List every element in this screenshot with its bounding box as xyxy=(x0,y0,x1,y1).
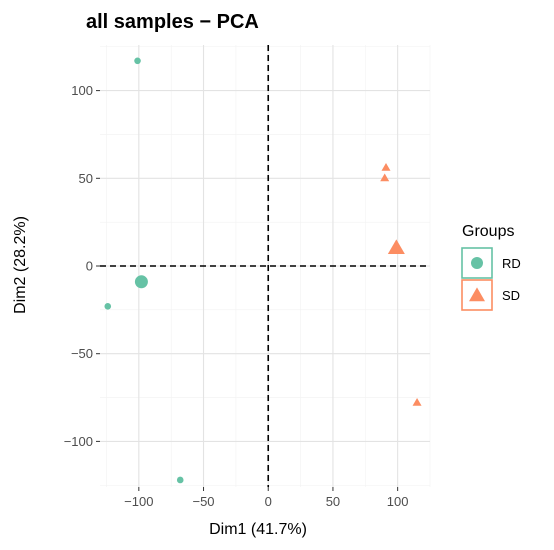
data-point-rd xyxy=(176,476,184,484)
x-axis-title: Dim1 (41.7%) xyxy=(209,521,307,538)
y-tick-label: 50 xyxy=(79,171,93,186)
data-point-sd xyxy=(380,173,390,182)
x-tick-label: −100 xyxy=(124,494,153,509)
plot-area xyxy=(100,45,431,487)
legend-label-rd: RD xyxy=(502,256,521,271)
legend-label-sd: SD xyxy=(502,288,520,303)
centroid-rd xyxy=(134,275,148,289)
x-tick-label: 50 xyxy=(326,494,340,509)
y-tick-label: −50 xyxy=(71,346,93,361)
chart-title: all samples − PCA xyxy=(86,11,259,33)
x-tick-label: 100 xyxy=(387,494,409,509)
legend-symbol-rd xyxy=(471,257,483,269)
y-tick-label: −100 xyxy=(64,434,93,449)
data-point-sd xyxy=(381,162,391,171)
axes: −100 −50 0 50 100 −100 −50 0 50 100 xyxy=(64,83,409,509)
y-tick-label: 100 xyxy=(71,83,93,98)
y-axis-title: Dim2 (28.2%) xyxy=(12,216,29,314)
data-point-rd xyxy=(104,303,112,310)
data-point-rd xyxy=(134,57,141,65)
x-tick-label: −50 xyxy=(192,494,214,509)
data-point-sd xyxy=(412,397,422,406)
legend: Groups RD SD xyxy=(461,223,521,311)
x-tick-label: 0 xyxy=(265,494,272,509)
y-tick-label: 0 xyxy=(86,259,93,274)
legend-symbol-sd xyxy=(469,287,485,302)
legend-title: Groups xyxy=(462,223,514,240)
centroid-sd xyxy=(387,239,405,255)
